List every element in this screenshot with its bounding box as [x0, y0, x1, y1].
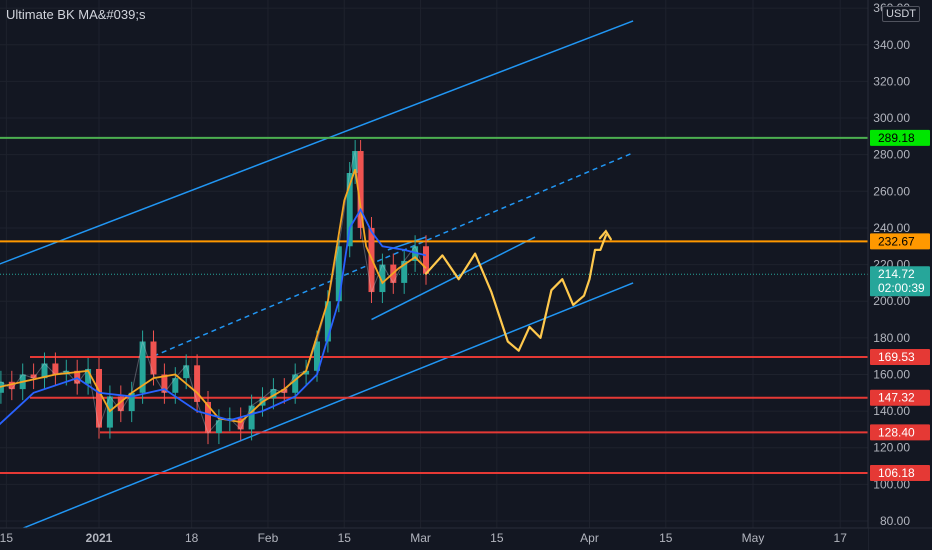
- candle-body: [324, 301, 331, 342]
- x-tick-label: 18: [185, 531, 199, 545]
- trendline: [22, 282, 634, 530]
- projection-arrowhead: [598, 229, 612, 241]
- candle-body: [412, 246, 419, 261]
- level-label: 106.18: [878, 466, 915, 480]
- candle-body: [335, 246, 342, 302]
- x-tick-label: May: [742, 531, 765, 545]
- candle-body: [292, 374, 299, 393]
- candle-body: [248, 405, 255, 430]
- y-tick-label: 320.00: [873, 74, 910, 88]
- level-label-box: [870, 233, 930, 250]
- x-tick-label: Mar: [410, 531, 431, 545]
- candle-body: [194, 365, 201, 402]
- y-tick-label: 120.00: [873, 441, 910, 455]
- level-label-box: [870, 424, 930, 441]
- y-tick-label: 260.00: [873, 184, 910, 198]
- y-tick-label: 160.00: [873, 367, 910, 381]
- candle-body: [8, 381, 15, 390]
- candle-body: [270, 389, 277, 399]
- candle-body: [128, 392, 135, 412]
- level-label: 169.53: [878, 350, 915, 364]
- y-tick-label: 280.00: [873, 148, 910, 162]
- level-label-box: [870, 389, 930, 406]
- x-tick-label: 15: [490, 531, 504, 545]
- level-label: 232.67: [878, 234, 915, 248]
- level-label-box: [870, 465, 930, 482]
- candle-body: [117, 396, 124, 412]
- x-tick-label: 17: [834, 531, 848, 545]
- level-label: 289.18: [878, 131, 915, 145]
- candle-body: [96, 368, 102, 428]
- candle-body: [52, 363, 59, 375]
- x-tick-label: 15: [659, 531, 673, 545]
- candle-body: [237, 418, 244, 430]
- y-tick-label: 140.00: [873, 404, 910, 418]
- moving-average-line: [0, 207, 427, 426]
- candle-body: [281, 389, 288, 393]
- candle-body: [183, 365, 190, 379]
- y-tick-label: 340.00: [873, 38, 910, 52]
- grid: [0, 0, 868, 528]
- indicator-title: Ultimate BK MA&#039;s: [6, 7, 146, 22]
- time-axis-panel: [0, 528, 868, 550]
- candle-body: [139, 341, 146, 393]
- level-label-box: [870, 129, 930, 146]
- level-sublabel: 02:00:39: [878, 281, 925, 295]
- candle-body: [161, 374, 168, 393]
- candle-body: [303, 370, 310, 375]
- level-label-box: [870, 349, 930, 366]
- level-label: 214.72: [878, 267, 915, 281]
- y-tick-label: 300.00: [873, 111, 910, 125]
- candle-body: [401, 260, 408, 283]
- candle-body: [215, 420, 222, 434]
- x-tick-label: Apr: [580, 531, 599, 545]
- trendline: [371, 236, 536, 321]
- y-tick-label: 80.00: [880, 514, 910, 528]
- candle-body: [352, 151, 359, 173]
- y-tick-label: 240.00: [873, 221, 910, 235]
- candle-body: [30, 374, 37, 379]
- level-label: 128.40: [878, 425, 915, 439]
- candle-body: [346, 172, 353, 247]
- candle-body: [41, 363, 48, 379]
- projection-path: [424, 234, 607, 352]
- y-tick-label: 200.00: [873, 294, 910, 308]
- candle-body: [150, 341, 157, 375]
- trendline: [0, 20, 634, 265]
- level-label: 147.32: [878, 391, 915, 405]
- price-line: [0, 150, 427, 435]
- x-tick-label: 15: [0, 531, 13, 545]
- x-tick-label: 2021: [86, 531, 113, 545]
- candle-body: [172, 378, 179, 393]
- x-tick-label: 15: [338, 531, 352, 545]
- candle-body: [85, 368, 92, 384]
- candle-body: [205, 401, 211, 434]
- trendline-dashed: [153, 152, 634, 357]
- candle-body: [423, 246, 429, 274]
- moving-average-line: [0, 169, 427, 424]
- currency-label[interactable]: USDT: [882, 6, 920, 22]
- x-tick-label: Feb: [258, 531, 279, 545]
- y-tick-label: 180.00: [873, 331, 910, 345]
- candle-body: [379, 264, 386, 293]
- candle-body: [314, 341, 320, 371]
- level-label-box: [870, 266, 930, 297]
- candle-body: [357, 151, 364, 228]
